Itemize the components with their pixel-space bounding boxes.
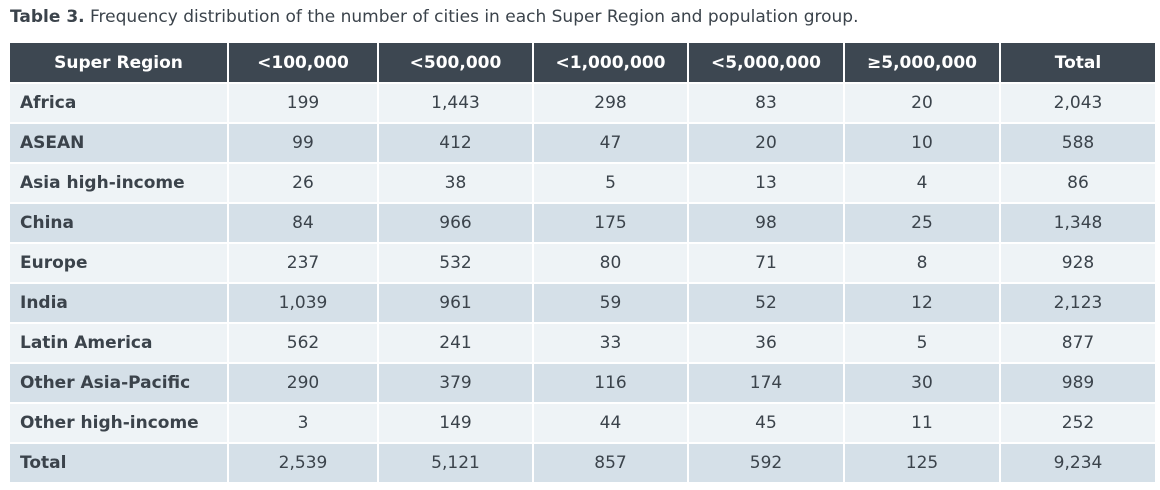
region-cell: India bbox=[10, 282, 229, 323]
value-cell: 98 bbox=[688, 202, 845, 243]
value-cell: 36 bbox=[688, 322, 845, 363]
table-row: Other high-income 3 149 44 45 11 252 bbox=[10, 402, 1155, 443]
column-header: Total bbox=[1000, 43, 1155, 83]
table-row: Europe 237 532 80 71 8 928 bbox=[10, 242, 1155, 283]
region-cell: China bbox=[10, 202, 229, 243]
value-cell: 290 bbox=[228, 362, 379, 403]
value-cell: 38 bbox=[378, 162, 534, 203]
value-cell: 25 bbox=[844, 202, 1001, 243]
table-row: Latin America 562 241 33 36 5 877 bbox=[10, 322, 1155, 363]
table-row: Asia high-income 26 38 5 13 4 86 bbox=[10, 162, 1155, 203]
value-cell: 1,443 bbox=[378, 82, 534, 123]
value-cell: 5 bbox=[844, 322, 1001, 363]
value-cell: 298 bbox=[533, 82, 689, 123]
value-cell: 379 bbox=[378, 362, 534, 403]
region-cell: Latin America bbox=[10, 322, 229, 363]
value-cell: 857 bbox=[533, 442, 689, 482]
value-cell: 86 bbox=[1000, 162, 1155, 203]
region-cell: Africa bbox=[10, 82, 229, 123]
value-cell: 532 bbox=[378, 242, 534, 283]
value-cell: 149 bbox=[378, 402, 534, 443]
value-cell: 174 bbox=[688, 362, 845, 403]
table-row: China 84 966 175 98 25 1,348 bbox=[10, 202, 1155, 243]
value-cell: 12 bbox=[844, 282, 1001, 323]
value-cell: 252 bbox=[1000, 402, 1155, 443]
region-cell: ASEAN bbox=[10, 122, 229, 163]
value-cell: 175 bbox=[533, 202, 689, 243]
value-cell: 116 bbox=[533, 362, 689, 403]
table-row: Total 2,539 5,121 857 592 125 9,234 bbox=[10, 442, 1155, 482]
value-cell: 961 bbox=[378, 282, 534, 323]
value-cell: 125 bbox=[844, 442, 1001, 482]
frequency-table: Super Region <100,000 <500,000 <1,000,000 <5… bbox=[10, 43, 1155, 482]
value-cell: 1,348 bbox=[1000, 202, 1155, 243]
value-cell: 45 bbox=[688, 402, 845, 443]
value-cell: 52 bbox=[688, 282, 845, 323]
column-header: <100,000 bbox=[228, 43, 379, 83]
value-cell: 5 bbox=[533, 162, 689, 203]
value-cell: 592 bbox=[688, 442, 845, 482]
value-cell: 47 bbox=[533, 122, 689, 163]
value-cell: 84 bbox=[228, 202, 379, 243]
value-cell: 2,043 bbox=[1000, 82, 1155, 123]
value-cell: 3 bbox=[228, 402, 379, 443]
value-cell: 2,539 bbox=[228, 442, 379, 482]
value-cell: 33 bbox=[533, 322, 689, 363]
value-cell: 241 bbox=[378, 322, 534, 363]
value-cell: 26 bbox=[228, 162, 379, 203]
value-cell: 1,039 bbox=[228, 282, 379, 323]
value-cell: 5,121 bbox=[378, 442, 534, 482]
value-cell: 8 bbox=[844, 242, 1001, 283]
value-cell: 966 bbox=[378, 202, 534, 243]
value-cell: 588 bbox=[1000, 122, 1155, 163]
column-header: Super Region bbox=[10, 43, 229, 83]
value-cell: 99 bbox=[228, 122, 379, 163]
value-cell: 13 bbox=[688, 162, 845, 203]
table-row: Africa 199 1,443 298 83 20 2,043 bbox=[10, 82, 1155, 123]
region-cell: Other high-income bbox=[10, 402, 229, 443]
value-cell: 9,234 bbox=[1000, 442, 1155, 482]
value-cell: 928 bbox=[1000, 242, 1155, 283]
table-row: ASEAN 99 412 47 20 10 588 bbox=[10, 122, 1155, 163]
region-cell: Asia high-income bbox=[10, 162, 229, 203]
value-cell: 2,123 bbox=[1000, 282, 1155, 323]
column-header: <500,000 bbox=[378, 43, 534, 83]
value-cell: 59 bbox=[533, 282, 689, 323]
value-cell: 237 bbox=[228, 242, 379, 283]
value-cell: 989 bbox=[1000, 362, 1155, 403]
region-cell: Total bbox=[10, 442, 229, 482]
value-cell: 20 bbox=[688, 122, 845, 163]
column-header: <1,000,000 bbox=[533, 43, 689, 83]
table-row: Other Asia-Pacific 290 379 116 174 30 989 bbox=[10, 362, 1155, 403]
column-header: <5,000,000 bbox=[688, 43, 845, 83]
value-cell: 412 bbox=[378, 122, 534, 163]
region-cell: Other Asia-Pacific bbox=[10, 362, 229, 403]
value-cell: 877 bbox=[1000, 322, 1155, 363]
table-row: India 1,039 961 59 52 12 2,123 bbox=[10, 282, 1155, 323]
value-cell: 71 bbox=[688, 242, 845, 283]
value-cell: 83 bbox=[688, 82, 845, 123]
table-label: Table 3. bbox=[10, 7, 85, 27]
value-cell: 10 bbox=[844, 122, 1001, 163]
value-cell: 4 bbox=[844, 162, 1001, 203]
header-row: Super Region <100,000 <500,000 <1,000,000 <5… bbox=[10, 43, 1155, 83]
value-cell: 11 bbox=[844, 402, 1001, 443]
value-cell: 20 bbox=[844, 82, 1001, 123]
value-cell: 80 bbox=[533, 242, 689, 283]
value-cell: 199 bbox=[228, 82, 379, 123]
table-caption: Table 3. Frequency distribution of the n… bbox=[10, 7, 858, 27]
value-cell: 562 bbox=[228, 322, 379, 363]
value-cell: 30 bbox=[844, 362, 1001, 403]
caption-text: Frequency distribution of the number of … bbox=[90, 7, 859, 27]
region-cell: Europe bbox=[10, 242, 229, 283]
value-cell: 44 bbox=[533, 402, 689, 443]
column-header: ≥5,000,000 bbox=[844, 43, 1001, 83]
